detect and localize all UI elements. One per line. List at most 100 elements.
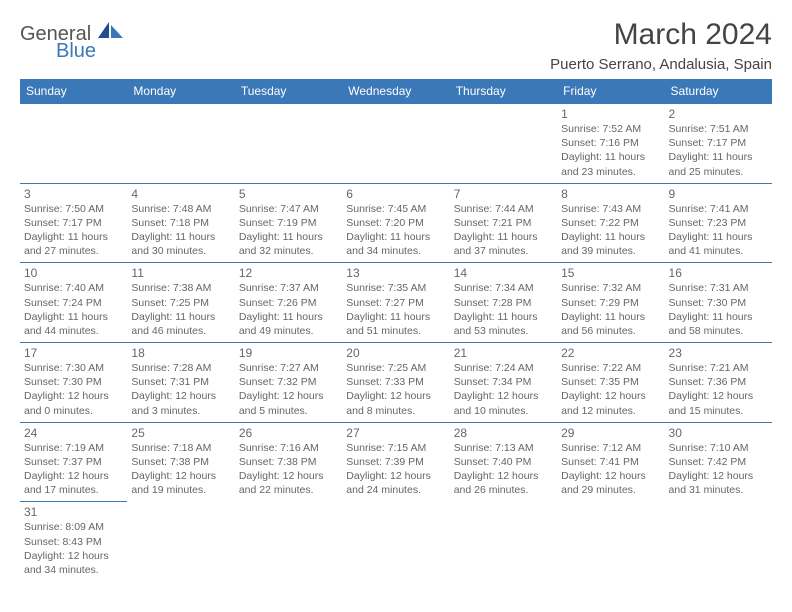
day-info-line: Sunset: 7:16 PM xyxy=(561,136,660,150)
day-info-line: and 0 minutes. xyxy=(24,404,123,418)
calendar-day-cell: 11Sunrise: 7:38 AMSunset: 7:25 PMDayligh… xyxy=(127,263,234,343)
day-info-line: and 15 minutes. xyxy=(669,404,768,418)
day-number: 24 xyxy=(24,426,123,440)
day-info-line: Sunset: 7:39 PM xyxy=(346,455,445,469)
day-info-line: Sunrise: 7:27 AM xyxy=(239,361,338,375)
day-info-line: and 24 minutes. xyxy=(346,483,445,497)
logo-text-2: Blue xyxy=(56,41,124,61)
day-number: 28 xyxy=(454,426,553,440)
day-info-line: and 19 minutes. xyxy=(131,483,230,497)
day-number: 7 xyxy=(454,187,553,201)
day-number: 31 xyxy=(24,505,123,519)
day-info-line: Daylight: 12 hours xyxy=(561,469,660,483)
day-info: Sunrise: 7:24 AMSunset: 7:34 PMDaylight:… xyxy=(454,361,553,418)
day-info-line: Daylight: 11 hours xyxy=(454,310,553,324)
day-info: Sunrise: 7:41 AMSunset: 7:23 PMDaylight:… xyxy=(669,202,768,259)
day-info-line: Sunrise: 7:48 AM xyxy=(131,202,230,216)
calendar-week-row: 24Sunrise: 7:19 AMSunset: 7:37 PMDayligh… xyxy=(20,422,772,502)
page-subtitle: Puerto Serrano, Andalusia, Spain xyxy=(550,56,772,73)
day-info-line: Sunrise: 7:43 AM xyxy=(561,202,660,216)
day-info-line: Sunset: 7:24 PM xyxy=(24,296,123,310)
day-info-line: and 3 minutes. xyxy=(131,404,230,418)
day-info: Sunrise: 7:25 AMSunset: 7:33 PMDaylight:… xyxy=(346,361,445,418)
calendar-day-cell: 13Sunrise: 7:35 AMSunset: 7:27 PMDayligh… xyxy=(342,263,449,343)
day-info-line: and 34 minutes. xyxy=(346,244,445,258)
day-info-line: Daylight: 12 hours xyxy=(669,389,768,403)
calendar-day-cell xyxy=(342,104,449,184)
day-number: 10 xyxy=(24,266,123,280)
day-info-line: Daylight: 12 hours xyxy=(454,389,553,403)
day-info: Sunrise: 7:22 AMSunset: 7:35 PMDaylight:… xyxy=(561,361,660,418)
calendar-day-cell: 17Sunrise: 7:30 AMSunset: 7:30 PMDayligh… xyxy=(20,343,127,423)
day-info-line: Sunrise: 7:16 AM xyxy=(239,441,338,455)
calendar-day-cell: 3Sunrise: 7:50 AMSunset: 7:17 PMDaylight… xyxy=(20,183,127,263)
day-info-line: and 29 minutes. xyxy=(561,483,660,497)
calendar-day-cell: 10Sunrise: 7:40 AMSunset: 7:24 PMDayligh… xyxy=(20,263,127,343)
day-number: 11 xyxy=(131,266,230,280)
weekday-header: Tuesday xyxy=(235,79,342,104)
day-info-line: Sunset: 7:32 PM xyxy=(239,375,338,389)
day-info: Sunrise: 7:27 AMSunset: 7:32 PMDaylight:… xyxy=(239,361,338,418)
day-info-line: Daylight: 12 hours xyxy=(24,389,123,403)
day-info-line: Daylight: 12 hours xyxy=(454,469,553,483)
calendar-day-cell: 29Sunrise: 7:12 AMSunset: 7:41 PMDayligh… xyxy=(557,422,664,502)
day-info-line: Sunrise: 7:30 AM xyxy=(24,361,123,375)
calendar-table: Sunday Monday Tuesday Wednesday Thursday… xyxy=(20,79,772,581)
day-info-line: Sunrise: 7:38 AM xyxy=(131,281,230,295)
weekday-header: Monday xyxy=(127,79,234,104)
day-info-line: Sunset: 7:35 PM xyxy=(561,375,660,389)
day-info-line: Daylight: 12 hours xyxy=(239,389,338,403)
day-number: 9 xyxy=(669,187,768,201)
day-info: Sunrise: 7:47 AMSunset: 7:19 PMDaylight:… xyxy=(239,202,338,259)
day-info-line: Sunrise: 7:32 AM xyxy=(561,281,660,295)
day-info-line: and 53 minutes. xyxy=(454,324,553,338)
day-info-line: Daylight: 12 hours xyxy=(131,389,230,403)
day-info-line: Daylight: 11 hours xyxy=(669,150,768,164)
day-number: 15 xyxy=(561,266,660,280)
day-info-line: Daylight: 11 hours xyxy=(24,230,123,244)
day-info: Sunrise: 7:43 AMSunset: 7:22 PMDaylight:… xyxy=(561,202,660,259)
calendar-day-cell: 4Sunrise: 7:48 AMSunset: 7:18 PMDaylight… xyxy=(127,183,234,263)
day-info-line: and 41 minutes. xyxy=(669,244,768,258)
day-info-line: Daylight: 11 hours xyxy=(346,230,445,244)
day-info-line: and 26 minutes. xyxy=(454,483,553,497)
day-info-line: Sunrise: 7:19 AM xyxy=(24,441,123,455)
day-info-line: Sunrise: 7:15 AM xyxy=(346,441,445,455)
logo: General Blue xyxy=(20,24,124,61)
day-number: 27 xyxy=(346,426,445,440)
day-number: 20 xyxy=(346,346,445,360)
day-info-line: Sunset: 7:29 PM xyxy=(561,296,660,310)
day-info-line: Sunrise: 7:41 AM xyxy=(669,202,768,216)
calendar-day-cell: 7Sunrise: 7:44 AMSunset: 7:21 PMDaylight… xyxy=(450,183,557,263)
day-info: Sunrise: 7:13 AMSunset: 7:40 PMDaylight:… xyxy=(454,441,553,498)
day-info: Sunrise: 7:38 AMSunset: 7:25 PMDaylight:… xyxy=(131,281,230,338)
day-info-line: Sunset: 7:23 PM xyxy=(669,216,768,230)
day-info-line: Sunset: 7:30 PM xyxy=(24,375,123,389)
day-info-line: Sunrise: 7:21 AM xyxy=(669,361,768,375)
weekday-header: Sunday xyxy=(20,79,127,104)
day-info: Sunrise: 7:21 AMSunset: 7:36 PMDaylight:… xyxy=(669,361,768,418)
day-info-line: Daylight: 11 hours xyxy=(131,230,230,244)
day-info: Sunrise: 7:32 AMSunset: 7:29 PMDaylight:… xyxy=(561,281,660,338)
day-number: 21 xyxy=(454,346,553,360)
day-number: 4 xyxy=(131,187,230,201)
day-info-line: Sunrise: 7:45 AM xyxy=(346,202,445,216)
day-info-line: and 31 minutes. xyxy=(669,483,768,497)
day-info: Sunrise: 7:45 AMSunset: 7:20 PMDaylight:… xyxy=(346,202,445,259)
day-info-line: Daylight: 11 hours xyxy=(131,310,230,324)
calendar-day-cell: 15Sunrise: 7:32 AMSunset: 7:29 PMDayligh… xyxy=(557,263,664,343)
day-info-line: and 32 minutes. xyxy=(239,244,338,258)
day-info-line: Daylight: 12 hours xyxy=(24,469,123,483)
weekday-header: Wednesday xyxy=(342,79,449,104)
calendar-day-cell: 8Sunrise: 7:43 AMSunset: 7:22 PMDaylight… xyxy=(557,183,664,263)
day-info-line: Sunrise: 7:25 AM xyxy=(346,361,445,375)
calendar-day-cell: 5Sunrise: 7:47 AMSunset: 7:19 PMDaylight… xyxy=(235,183,342,263)
calendar-day-cell xyxy=(127,502,234,581)
calendar-day-cell: 23Sunrise: 7:21 AMSunset: 7:36 PMDayligh… xyxy=(665,343,772,423)
day-info-line: Daylight: 11 hours xyxy=(561,150,660,164)
calendar-week-row: 1Sunrise: 7:52 AMSunset: 7:16 PMDaylight… xyxy=(20,104,772,184)
day-number: 19 xyxy=(239,346,338,360)
day-info-line: Sunrise: 7:35 AM xyxy=(346,281,445,295)
day-info-line: and 10 minutes. xyxy=(454,404,553,418)
day-info: Sunrise: 7:15 AMSunset: 7:39 PMDaylight:… xyxy=(346,441,445,498)
